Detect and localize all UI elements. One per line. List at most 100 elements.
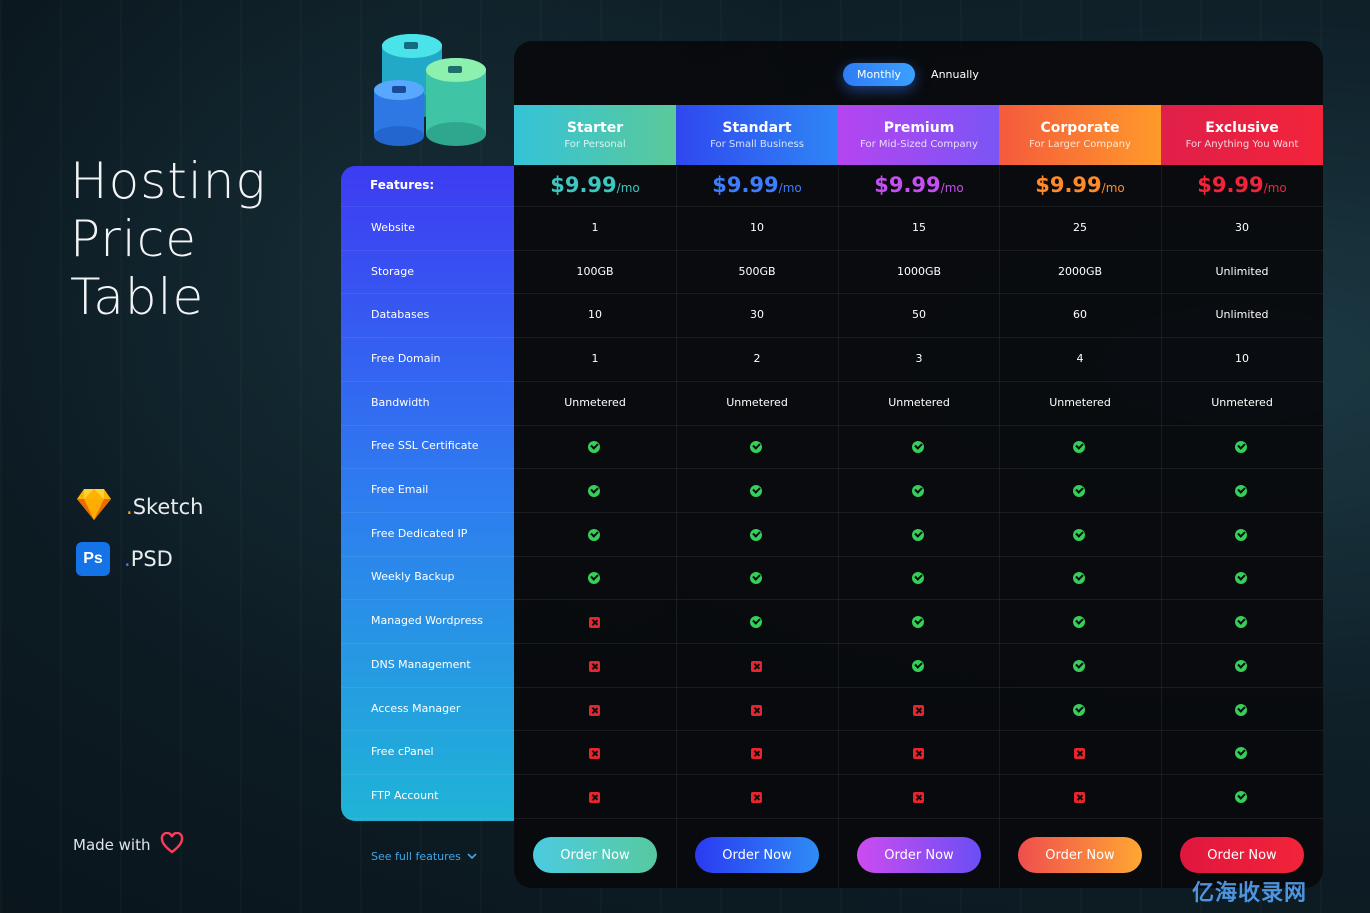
row-divider (341, 730, 1323, 732)
feature-label: FTP Account (371, 788, 439, 802)
order-now-button-standart[interactable]: Order Now (695, 837, 819, 873)
feature-value: 25 (1073, 220, 1087, 234)
feature-value: 10 (588, 308, 602, 322)
chevron-down-icon (467, 850, 477, 863)
cross-icon (589, 791, 600, 803)
row-divider (341, 468, 1323, 470)
toggle-monthly[interactable]: Monthly (843, 63, 916, 86)
feature-label: DNS Management (371, 657, 471, 671)
feature-label: Free Domain (371, 351, 441, 365)
row-divider (341, 380, 1323, 382)
feature-value: Unlimited (1215, 264, 1269, 278)
order-now-button-corporate[interactable]: Order Now (1018, 837, 1142, 873)
sketch-dot: . (126, 494, 133, 519)
feature-label: Free cPanel (371, 745, 434, 759)
check-icon (750, 528, 762, 541)
plan-name: Standart (722, 120, 792, 136)
price-period: /mo (940, 181, 964, 195)
check-icon (912, 485, 924, 498)
feature-value: 4 (1076, 351, 1084, 365)
feature-value: 30 (1235, 220, 1249, 234)
feature-label: Access Manager (371, 701, 461, 715)
check-icon (1235, 790, 1247, 803)
feature-value: 500GB (738, 264, 776, 278)
feature-value: 10 (750, 220, 764, 234)
check-icon (750, 441, 762, 454)
check-icon (912, 528, 924, 541)
features-header: Features: (370, 178, 435, 192)
billing-toggle: Monthly Annually (843, 63, 979, 86)
cross-icon (1074, 791, 1085, 803)
feature-label: Website (371, 220, 415, 234)
feature-value: Unmetered (888, 395, 950, 409)
feature-label: Weekly Backup (371, 570, 455, 584)
cross-icon (751, 660, 762, 672)
feature-value: 3 (915, 351, 923, 365)
check-icon (1235, 485, 1247, 498)
row-divider (341, 511, 1323, 513)
price-amount: $9.99 (1197, 173, 1264, 197)
check-icon (1235, 528, 1247, 541)
psd-dot: . (124, 547, 131, 571)
sketch-format: .Sketch (76, 487, 203, 526)
price-amount: $9.99 (712, 173, 779, 197)
sketch-icon (76, 487, 112, 526)
check-icon (1235, 659, 1247, 672)
plan-price: $9.99/mo (999, 173, 1161, 197)
price-amount: $9.99 (1035, 173, 1102, 197)
price-period: /mo (1263, 181, 1287, 195)
row-divider (341, 337, 1323, 339)
check-icon (1235, 616, 1247, 629)
feature-value: 1 (591, 220, 599, 234)
feature-value: Unmetered (1211, 395, 1273, 409)
row-divider (341, 424, 1323, 426)
check-icon (1235, 572, 1247, 585)
feature-label: Free Dedicated IP (371, 526, 468, 540)
plan-name: Premium (883, 120, 955, 136)
row-divider (341, 293, 1323, 295)
check-icon (912, 659, 924, 672)
check-icon (750, 572, 762, 585)
plan-price: $9.99/mo (514, 173, 676, 197)
feature-value: 2 (753, 351, 761, 365)
check-icon (1073, 616, 1085, 629)
plan-name: Corporate (1040, 120, 1120, 136)
check-icon (1073, 485, 1085, 498)
check-icon (588, 441, 600, 454)
order-now-button-exclusive[interactable]: Order Now (1180, 837, 1304, 873)
see-full-features-link[interactable]: See full features (371, 850, 477, 863)
price-amount: $9.99 (874, 173, 941, 197)
cross-icon (913, 791, 924, 803)
feature-value: 50 (912, 308, 926, 322)
feature-value: 100GB (576, 264, 614, 278)
made-with-label: Made with (73, 836, 151, 854)
plan-header-starter: Starter For Personal (514, 105, 676, 165)
made-with: Made with (73, 831, 184, 858)
price-period: /mo (778, 181, 802, 195)
order-now-button-starter[interactable]: Order Now (533, 837, 657, 873)
feature-label: Free SSL Certificate (371, 439, 479, 453)
toggle-annually[interactable]: Annually (931, 68, 979, 81)
plan-name: Starter (566, 120, 624, 136)
cross-icon (913, 748, 924, 760)
feature-value: Unmetered (726, 395, 788, 409)
check-icon (750, 485, 762, 498)
check-icon (1235, 703, 1247, 716)
plan-header-premium: Premium For Mid-Sized Company (838, 105, 1000, 165)
check-icon (588, 528, 600, 541)
plan-subtitle: For Larger Company (1029, 139, 1131, 150)
cross-icon (1074, 748, 1085, 760)
row-divider (341, 774, 1323, 776)
order-now-button-premium[interactable]: Order Now (857, 837, 981, 873)
row-divider (341, 686, 1323, 688)
ps-icon: Ps (76, 542, 110, 576)
server-illustration-icon (368, 28, 498, 158)
price-period: /mo (616, 181, 640, 195)
plan-subtitle: For Personal (564, 139, 626, 150)
check-icon (1235, 747, 1247, 760)
column-divider (676, 166, 677, 888)
features-column (341, 166, 514, 821)
plan-subtitle: For Anything You Want (1185, 139, 1299, 150)
column-divider (1161, 166, 1162, 888)
heart-icon (160, 831, 184, 858)
